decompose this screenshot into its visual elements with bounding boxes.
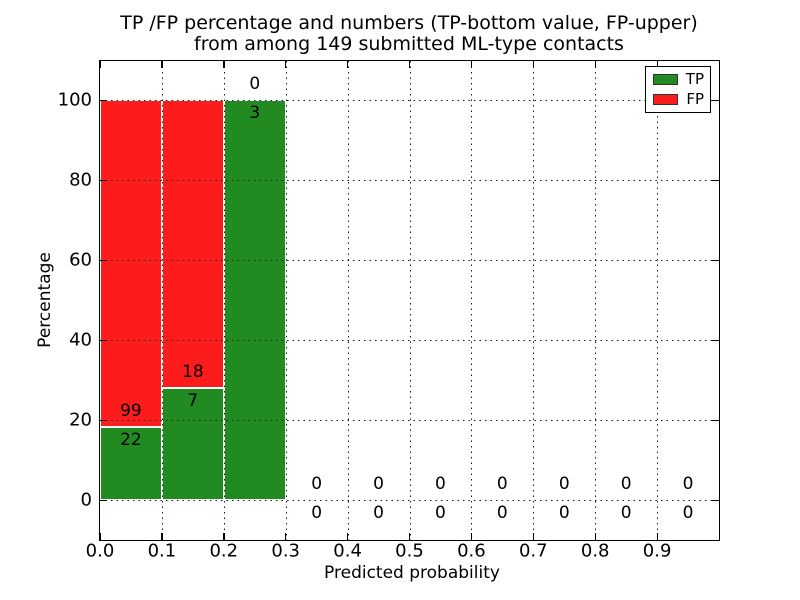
x-tick-label: 0.3 — [271, 540, 301, 562]
x-tick-mark-bottom — [99, 533, 101, 540]
x-tick-mark-bottom — [656, 533, 658, 540]
x-tick-label: 0.6 — [457, 540, 486, 562]
v-gridline — [285, 61, 287, 540]
y-tick-label: 40 — [69, 329, 92, 351]
y-tick-mark-right — [712, 259, 719, 261]
y-tick-label: 100 — [57, 89, 92, 111]
x-tick-mark-bottom — [223, 533, 225, 540]
x-tick-label: 0.5 — [395, 540, 424, 562]
x-tick-mark-top — [99, 61, 101, 68]
x-tick-mark-top — [223, 61, 225, 68]
x-tick-mark-top — [470, 61, 473, 68]
chart-title-line1: TP /FP percentage and numbers (TP-bottom… — [120, 12, 698, 34]
y-tick-mark-right — [712, 499, 719, 501]
y-tick-label: 0 — [80, 489, 92, 511]
tp-count-label: 3 — [249, 103, 261, 123]
x-tick-mark-top — [532, 61, 535, 68]
y-tick-mark-right — [712, 419, 719, 421]
fp-legend-swatch — [653, 94, 679, 105]
tp-count-label: 22 — [120, 430, 142, 451]
plot-area: TP FP 99 22 18 7 0 3 0 0 0 0 0 0 0 0 0 0 0 0 0 0 — [99, 60, 720, 541]
x-tick-mark-top — [285, 61, 287, 68]
legend: TP FP — [645, 66, 711, 113]
legend-item-tp: TP — [653, 72, 704, 87]
tp-count-label: 0 — [496, 503, 508, 523]
x-tick-mark-bottom — [409, 533, 411, 540]
y-axis-label: Percentage — [35, 252, 55, 348]
chart-title-line2: from among 149 submitted ML-type contact… — [194, 33, 624, 55]
x-tick-mark-bottom — [594, 533, 596, 540]
x-tick-label: 0.4 — [333, 540, 362, 562]
tp-count-label: 0 — [311, 503, 323, 523]
tp-count-label: 0 — [435, 503, 446, 523]
tp-count-label: 7 — [187, 391, 199, 411]
x-tick-mark-bottom — [532, 533, 535, 540]
fp-count-label: 99 — [120, 401, 142, 422]
x-tick-label: 0.8 — [580, 540, 610, 562]
y-tick-mark-left — [100, 179, 107, 181]
x-axis-label: Predicted probability — [324, 563, 500, 583]
tp-legend-swatch — [653, 74, 678, 85]
v-gridline — [223, 61, 225, 540]
x-tick-mark-bottom — [470, 533, 473, 540]
legend-item-fp: FP — [653, 92, 704, 107]
chart-title: TP /FP percentage and numbers (TP-bottom… — [120, 13, 698, 55]
y-tick-mark-right — [712, 179, 719, 181]
x-tick-mark-bottom — [161, 533, 163, 540]
bar-segment-tp — [161, 388, 224, 500]
y-tick-label: 20 — [69, 409, 92, 431]
y-tick-mark-left — [100, 339, 107, 341]
y-tick-mark-left — [100, 259, 107, 261]
x-tick-mark-top — [161, 61, 163, 68]
x-tick-mark-top — [656, 61, 658, 68]
bar-segment-tp — [100, 427, 162, 500]
x-tick-label: 0.1 — [147, 540, 177, 562]
fp-count-label: 0 — [249, 74, 261, 94]
y-tick-label: 60 — [69, 249, 92, 271]
y-tick-mark-left — [100, 499, 107, 501]
v-gridline — [161, 61, 163, 540]
bar-segment-fp — [100, 100, 162, 428]
fp-count-label: 0 — [311, 474, 323, 494]
x-tick-mark-top — [347, 61, 349, 68]
x-tick-label: 0.9 — [642, 540, 672, 562]
x-tick-mark-bottom — [285, 533, 287, 540]
tp-count-label: 0 — [620, 503, 632, 523]
x-tick-mark-bottom — [718, 533, 720, 540]
v-gridline — [409, 61, 411, 540]
v-gridline — [347, 61, 349, 540]
x-tick-label: 0.0 — [85, 540, 115, 562]
fp-legend-label: FP — [686, 90, 704, 108]
fp-count-label: 18 — [182, 362, 204, 382]
x-tick-mark-top — [409, 61, 411, 68]
fp-count-label: 0 — [620, 474, 632, 494]
y-tick-mark-right — [712, 339, 719, 341]
y-tick-mark-right — [712, 99, 719, 101]
y-tick-label: 80 — [69, 169, 92, 191]
x-tick-mark-bottom — [347, 533, 349, 540]
fp-count-label: 0 — [496, 474, 508, 494]
tp-count-label: 0 — [373, 503, 384, 523]
x-tick-mark-top — [718, 61, 720, 68]
tp-count-label: 0 — [558, 503, 570, 523]
fp-count-label: 0 — [558, 474, 570, 494]
x-tick-mark-top — [594, 61, 596, 68]
x-tick-label: 0.2 — [209, 540, 239, 562]
fp-count-label: 0 — [435, 474, 446, 494]
bar-segment-fp — [161, 100, 224, 388]
v-gridline — [471, 61, 473, 540]
tp-legend-label: TP — [685, 70, 704, 88]
x-tick-label: 0.7 — [518, 540, 548, 562]
v-gridline — [595, 61, 597, 540]
tp-count-label: 0 — [682, 503, 694, 523]
y-tick-mark-left — [100, 99, 107, 101]
y-tick-mark-left — [100, 419, 107, 421]
bar-segment-tp — [223, 100, 286, 500]
fp-count-label: 0 — [682, 474, 694, 494]
fp-count-label: 0 — [373, 474, 384, 494]
v-gridline — [533, 61, 535, 540]
v-gridline — [657, 61, 659, 540]
